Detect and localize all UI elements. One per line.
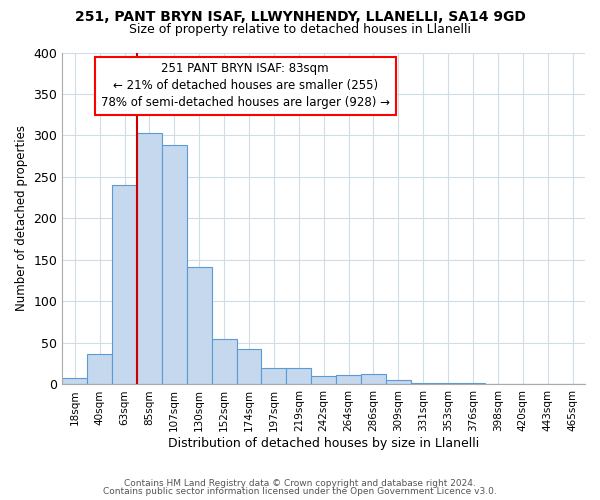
Text: Size of property relative to detached houses in Llanelli: Size of property relative to detached ho… xyxy=(129,22,471,36)
Text: Contains HM Land Registry data © Crown copyright and database right 2024.: Contains HM Land Registry data © Crown c… xyxy=(124,478,476,488)
Bar xyxy=(162,146,187,384)
Bar xyxy=(187,266,212,384)
Y-axis label: Number of detached properties: Number of detached properties xyxy=(15,126,28,312)
Bar xyxy=(286,368,311,384)
Bar xyxy=(311,376,336,384)
Bar xyxy=(361,374,386,384)
Bar xyxy=(436,383,461,384)
Bar xyxy=(336,376,361,384)
Bar xyxy=(411,383,436,384)
Text: 251, PANT BRYN ISAF, LLWYNHENDY, LLANELLI, SA14 9GD: 251, PANT BRYN ISAF, LLWYNHENDY, LLANELL… xyxy=(74,10,526,24)
Bar xyxy=(112,186,137,384)
Bar xyxy=(262,368,286,384)
Bar xyxy=(137,133,162,384)
Bar xyxy=(62,378,87,384)
Bar xyxy=(461,383,485,384)
Text: Contains public sector information licensed under the Open Government Licence v3: Contains public sector information licen… xyxy=(103,487,497,496)
X-axis label: Distribution of detached houses by size in Llanelli: Distribution of detached houses by size … xyxy=(168,437,479,450)
Text: 251 PANT BRYN ISAF: 83sqm
← 21% of detached houses are smaller (255)
78% of semi: 251 PANT BRYN ISAF: 83sqm ← 21% of detac… xyxy=(101,62,390,110)
Bar xyxy=(212,339,236,384)
Bar xyxy=(236,349,262,384)
Bar xyxy=(87,354,112,384)
Bar xyxy=(386,380,411,384)
